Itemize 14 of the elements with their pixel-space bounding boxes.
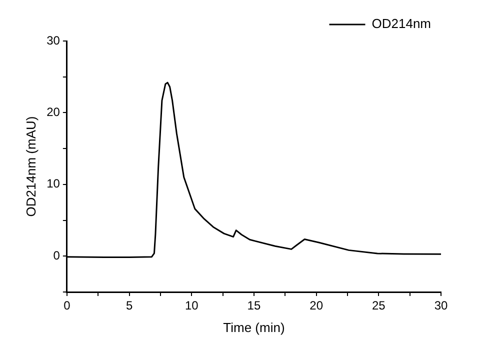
- y-tick-label: 0: [53, 248, 60, 262]
- x-tick-label: 15: [247, 298, 261, 313]
- x-axis-title: Time (min): [223, 320, 285, 335]
- x-tick-label: 30: [434, 298, 448, 313]
- x-tick-label: 20: [310, 298, 324, 313]
- y-tick-label: 10: [46, 176, 60, 191]
- x-tick-label: 10: [184, 298, 199, 313]
- x-tick-label: 25: [372, 298, 386, 313]
- y-axis-title: OD214nm (mAU): [23, 116, 38, 217]
- x-tick-label: 0: [64, 298, 71, 313]
- y-tick-label: 20: [46, 105, 60, 120]
- legend-label: OD214nm: [372, 16, 431, 32]
- y-tick-label: 30: [46, 33, 60, 48]
- x-tick-label: 5: [126, 298, 133, 313]
